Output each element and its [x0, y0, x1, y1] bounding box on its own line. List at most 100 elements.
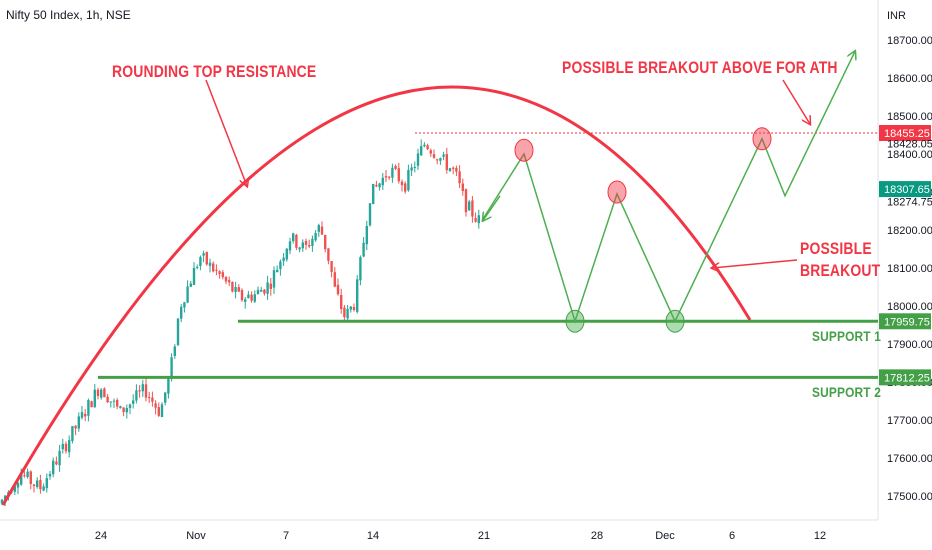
candle-body — [240, 290, 244, 301]
candle-body — [458, 171, 461, 184]
candle-body — [247, 294, 250, 299]
price-label-box — [879, 313, 931, 330]
candle-body — [154, 403, 157, 408]
price-label-box — [879, 369, 931, 386]
candle-body — [224, 276, 228, 282]
projection-start-arrow — [483, 195, 501, 221]
candle-body — [474, 218, 477, 222]
candle-body — [368, 203, 372, 226]
support-marker — [665, 309, 685, 333]
resistance-marker — [514, 138, 534, 162]
breakout-ath-label: POSSIBLE BREAKOUT ABOVE FOR ATH — [562, 58, 838, 77]
candle-body — [324, 234, 327, 250]
candle-body — [320, 226, 324, 235]
candle-body — [311, 238, 314, 246]
price-label: 18274.75 — [887, 197, 932, 209]
candle-body — [157, 407, 160, 416]
candle-body — [26, 471, 29, 478]
candle-body — [42, 486, 45, 491]
candle-body — [80, 412, 84, 418]
candle-body — [231, 281, 234, 292]
candle-body — [477, 215, 480, 224]
x-tick-label: 7 — [283, 530, 289, 542]
candle-body — [192, 267, 196, 285]
candle-body — [378, 183, 381, 188]
candle-body — [244, 299, 247, 302]
candle-body — [471, 200, 474, 217]
candle-body — [189, 283, 192, 287]
price-label: 17959.75 — [884, 316, 930, 328]
candle-body — [87, 400, 90, 416]
candle-body — [250, 294, 253, 301]
candle-body — [301, 242, 304, 249]
x-tick-label: 12 — [814, 530, 826, 542]
candle-body — [58, 450, 61, 466]
candle-body — [170, 357, 173, 379]
candle-body — [346, 308, 349, 319]
candle-body — [112, 400, 116, 402]
candle-body — [439, 158, 442, 161]
candle-body — [109, 401, 112, 403]
candle-body — [202, 253, 205, 256]
candle-body — [298, 247, 301, 250]
candle-body — [52, 460, 55, 475]
candle-body — [141, 384, 144, 392]
candle-body — [330, 261, 333, 272]
candle-body — [68, 440, 71, 453]
candle-body — [23, 475, 26, 477]
candle-body — [381, 177, 384, 186]
candle-body — [436, 159, 439, 161]
candle-body — [384, 176, 388, 178]
candle-body — [96, 389, 100, 397]
candle-body — [151, 397, 154, 402]
candle-body — [84, 413, 87, 417]
x-tick-label: 6 — [729, 530, 735, 542]
candle-body — [167, 378, 170, 394]
candle-body — [45, 478, 48, 489]
candle-body — [205, 252, 208, 265]
support-marker — [565, 309, 585, 333]
candle-body — [135, 390, 138, 401]
symbol-title[interactable]: Nifty 50 Index, 1h, NSE — [6, 8, 131, 22]
resistance-marker — [607, 180, 627, 204]
candle-body — [269, 283, 272, 289]
rounding-top-arrow — [205, 79, 247, 186]
candle-body — [196, 266, 199, 268]
rounding-top-label: ROUNDING TOP RESISTANCE — [112, 62, 317, 81]
candle-body — [352, 307, 356, 310]
rounding-top-curve — [1, 85, 752, 506]
candle-body — [215, 269, 218, 271]
candle-body — [429, 150, 432, 154]
candle-body — [144, 384, 148, 398]
candle-body — [365, 225, 368, 245]
breakout-arrow — [712, 259, 798, 268]
y-tick-label: 17600.00 — [887, 453, 932, 465]
y-tick-label: 18600.00 — [887, 73, 932, 85]
candle-body — [148, 396, 151, 398]
y-tick-label: 18700.00 — [887, 35, 932, 47]
candle-body — [103, 388, 106, 398]
candle-body — [16, 483, 20, 488]
candle-body — [212, 263, 215, 272]
support-1-label: SUPPORT 1 — [812, 328, 881, 344]
candle-body — [442, 154, 445, 157]
candle-body — [55, 461, 58, 465]
candle-body — [256, 289, 260, 294]
candle-body — [282, 257, 285, 262]
price-label: 18428.05 — [887, 138, 932, 150]
candle-body — [74, 425, 77, 429]
candle-body — [122, 407, 125, 413]
candle-body — [388, 176, 391, 178]
y-tick-label: 18000.00 — [887, 301, 932, 313]
candle-body — [448, 168, 452, 172]
candle-body — [61, 443, 64, 450]
candle-body — [164, 392, 167, 403]
candle-body — [343, 307, 346, 318]
candle-body — [272, 270, 276, 288]
y-tick-label: 18500.00 — [887, 111, 932, 123]
candle-body — [362, 242, 365, 257]
candle-body — [234, 286, 237, 292]
candle-body — [253, 294, 256, 302]
